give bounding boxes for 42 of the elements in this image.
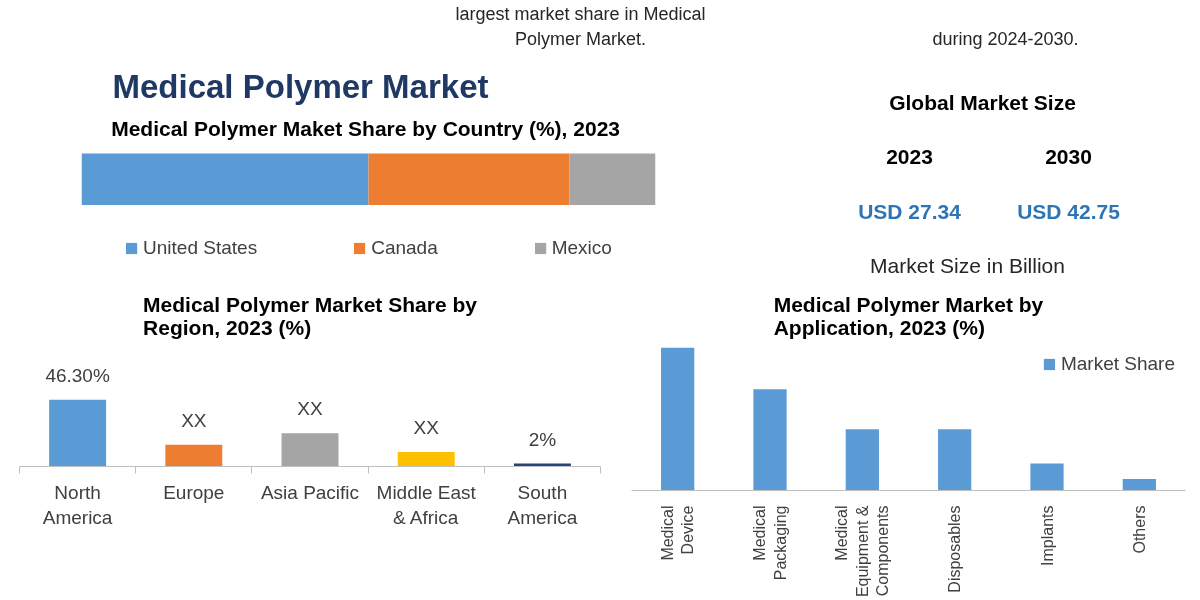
x-tick-label: South America	[507, 481, 578, 528]
text: Market Size in Billion	[870, 254, 1065, 277]
x-tick-label: Disposables	[946, 505, 964, 593]
text: largest market share in Medical Polymer Market.	[455, 3, 706, 49]
bar	[661, 347, 695, 491]
bar	[938, 429, 972, 491]
bar	[165, 444, 223, 467]
chart-title: Medical Polymer Market Share by Region, 2023 (%)	[143, 292, 478, 339]
x-tick-label: Europe	[163, 481, 225, 503]
text: 2023	[886, 144, 933, 168]
x-tick-label: Implants	[1038, 505, 1056, 566]
data-label: 46.30%	[45, 364, 110, 386]
bar	[49, 399, 107, 467]
text: during 2024-2030.	[932, 28, 1079, 49]
chart-subtitle: Medical Polymer Maket Share by Country (%), 2023	[111, 116, 621, 140]
text: USD 27.34	[858, 200, 962, 223]
chart-title: Medical Polymer Market by Application, 2023 (%)	[773, 292, 1044, 339]
chart-title: Medical Polymer Market	[112, 67, 489, 105]
text: 2030	[1045, 144, 1092, 168]
x-tick-label: Medical Equipment & Components	[833, 505, 892, 598]
bar	[397, 452, 455, 467]
legend-label: United States	[143, 237, 258, 259]
legend-label: Mexico	[551, 237, 612, 259]
x-tick-label: Asia Pacific	[260, 481, 360, 503]
x-tick-label: North America	[42, 481, 113, 528]
legend-label: Market Share	[1060, 353, 1175, 375]
x-tick-label: Others	[1130, 505, 1148, 554]
text: Global Market Size	[889, 91, 1076, 114]
data-label: XX	[181, 409, 207, 431]
data-label: 2%	[528, 428, 557, 450]
bar	[281, 433, 339, 467]
x-tick-label: Middle East & Africa	[376, 481, 477, 528]
legend-label: Canada	[371, 237, 438, 259]
bar	[1122, 479, 1156, 491]
data-label: XX	[413, 417, 440, 439]
bar	[753, 389, 787, 491]
bar	[1030, 463, 1064, 491]
text: USD 42.75	[1017, 200, 1121, 223]
x-tick-label: Medical Device	[658, 505, 697, 561]
bar	[845, 429, 879, 491]
data-label: XX	[297, 398, 323, 420]
x-tick-label: Medical Packaging	[751, 505, 789, 581]
